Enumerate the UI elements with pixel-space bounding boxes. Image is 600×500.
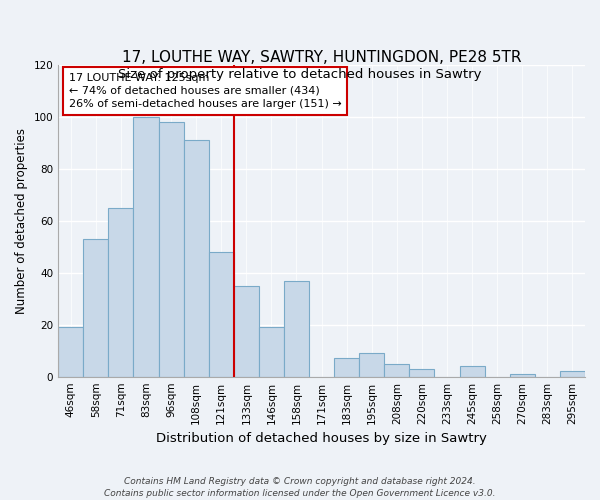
Bar (234, 286, 259, 376)
Bar (359, 354, 385, 376)
Text: Size of property relative to detached houses in Sawtry: Size of property relative to detached ho… (118, 68, 482, 80)
Bar (158, 122, 184, 376)
Bar (385, 364, 409, 376)
Text: Contains HM Land Registry data © Crown copyright and database right 2024.
Contai: Contains HM Land Registry data © Crown c… (104, 476, 496, 498)
Bar (460, 366, 485, 376)
X-axis label: Distribution of detached houses by size in Sawtry: Distribution of detached houses by size … (156, 432, 487, 445)
Bar (560, 372, 585, 376)
Bar (409, 369, 434, 376)
Bar (58, 328, 83, 376)
Bar (209, 252, 234, 376)
Bar (259, 328, 284, 376)
Bar (184, 140, 209, 376)
Bar (133, 117, 158, 376)
Bar (510, 374, 535, 376)
Bar (334, 358, 359, 376)
Text: 17 LOUTHE WAY: 125sqm
← 74% of detached houses are smaller (434)
26% of semi-det: 17 LOUTHE WAY: 125sqm ← 74% of detached … (69, 73, 341, 109)
Title: 17, LOUTHE WAY, SAWTRY, HUNTINGDON, PE28 5TR: 17, LOUTHE WAY, SAWTRY, HUNTINGDON, PE28… (122, 50, 521, 65)
Bar (83, 239, 109, 376)
Bar (284, 280, 309, 376)
Y-axis label: Number of detached properties: Number of detached properties (15, 128, 28, 314)
Bar (109, 208, 133, 376)
